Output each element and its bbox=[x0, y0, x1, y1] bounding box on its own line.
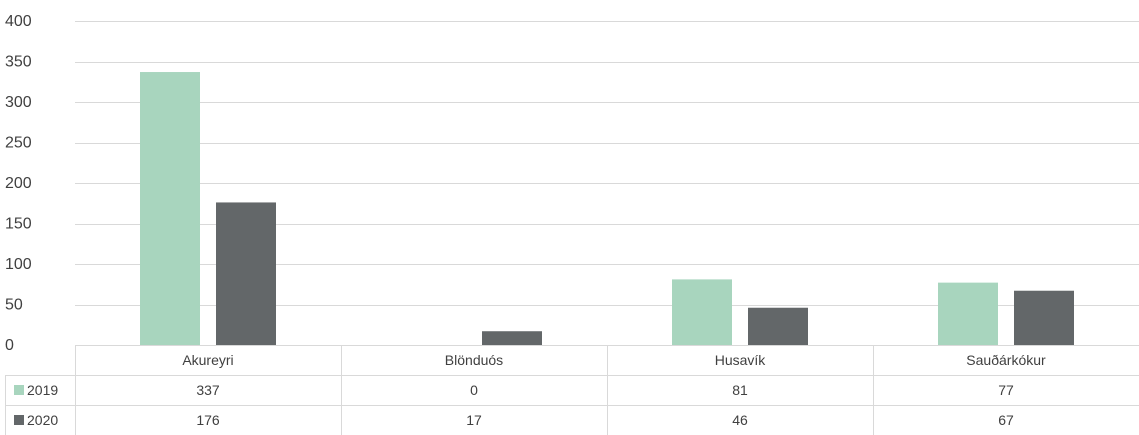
data-label: 46 bbox=[732, 412, 748, 428]
bar-2019-0 bbox=[140, 72, 200, 345]
bar-2020-1 bbox=[482, 331, 542, 345]
y-tick-label: 300 bbox=[5, 94, 32, 111]
y-tick-label: 350 bbox=[5, 54, 32, 71]
data-label: 17 bbox=[466, 412, 482, 428]
data-label: 77 bbox=[998, 382, 1014, 398]
y-tick-label: 100 bbox=[5, 256, 32, 273]
y-tick-label: 50 bbox=[5, 297, 23, 314]
x-tick-label: Husavík bbox=[715, 352, 767, 368]
data-label: 176 bbox=[196, 412, 220, 428]
y-tick-label: 200 bbox=[5, 175, 32, 192]
legend-label: 2020 bbox=[27, 412, 58, 428]
legend-swatch bbox=[14, 415, 24, 425]
bar-2020-3 bbox=[1014, 290, 1074, 345]
x-tick-label: Akureyri bbox=[182, 352, 233, 368]
x-tick-label: Sauðárkókur bbox=[966, 352, 1046, 368]
data-label: 67 bbox=[998, 412, 1014, 428]
y-tick-label: 150 bbox=[5, 216, 32, 233]
legend-swatch bbox=[14, 385, 24, 395]
y-tick-label: 250 bbox=[5, 135, 32, 152]
bar-2020-2 bbox=[748, 307, 808, 345]
y-tick-label: 400 bbox=[5, 13, 32, 30]
data-table: Akureyri Blönduós Husavík Sauðárkókur 2019 33… bbox=[5, 345, 1139, 435]
x-tick-label: Blönduós bbox=[445, 352, 503, 368]
data-label: 337 bbox=[196, 382, 220, 398]
data-label: 0 bbox=[470, 382, 478, 398]
bar-2020-0 bbox=[216, 202, 276, 345]
bar-2019-2 bbox=[672, 279, 732, 345]
bars bbox=[140, 72, 1074, 345]
legend-label: 2019 bbox=[27, 382, 58, 398]
y-axis: 0 50 100 150 200 250 300 350 400 bbox=[5, 13, 32, 354]
data-label: 81 bbox=[732, 382, 748, 398]
bar-2019-3 bbox=[938, 282, 998, 345]
y-tick-label: 0 bbox=[5, 337, 14, 354]
